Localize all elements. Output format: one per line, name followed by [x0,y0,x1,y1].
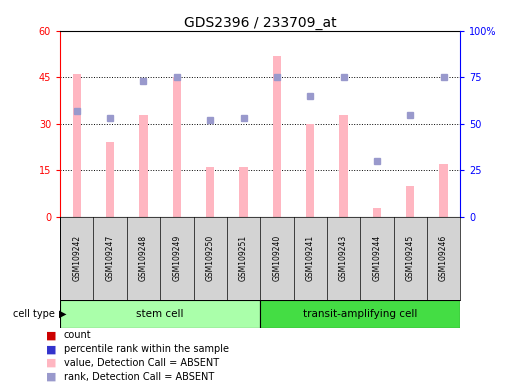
Bar [373,208,381,217]
Text: value, Detection Call = ABSENT: value, Detection Call = ABSENT [64,358,219,368]
Bar [73,74,81,217]
Bar [206,167,214,217]
Text: percentile rank within the sample: percentile rank within the sample [64,344,229,354]
Text: GSM109246: GSM109246 [439,235,448,281]
Bar [306,124,314,217]
Text: transit-amplifying cell: transit-amplifying cell [303,309,417,319]
Bar [272,56,281,217]
Text: GSM109243: GSM109243 [339,235,348,281]
Text: cell type: cell type [13,309,55,319]
Text: ■: ■ [46,344,56,354]
Bar [240,167,248,217]
Bar [173,77,181,217]
Bar [139,114,147,217]
Text: GSM109251: GSM109251 [239,235,248,281]
Bar [339,114,348,217]
Text: GSM109250: GSM109250 [206,235,214,281]
Text: stem cell: stem cell [137,309,184,319]
Text: GSM109244: GSM109244 [372,235,381,281]
Text: ■: ■ [46,358,56,368]
Bar [260,300,460,328]
Text: GSM109240: GSM109240 [272,235,281,281]
Text: ■: ■ [46,372,56,382]
Bar [106,142,115,217]
Text: rank, Detection Call = ABSENT: rank, Detection Call = ABSENT [64,372,214,382]
Bar [439,164,448,217]
Text: ▶: ▶ [59,309,66,319]
Bar [406,186,414,217]
Text: GSM109248: GSM109248 [139,235,148,281]
Text: GSM109245: GSM109245 [406,235,415,281]
Text: GSM109241: GSM109241 [306,235,315,281]
Text: GSM109247: GSM109247 [106,235,115,281]
Text: GSM109242: GSM109242 [72,235,81,281]
Text: GSM109249: GSM109249 [173,235,181,281]
Title: GDS2396 / 233709_at: GDS2396 / 233709_at [184,16,336,30]
Text: ■: ■ [46,330,56,340]
Bar [60,300,260,328]
Text: count: count [64,330,92,340]
